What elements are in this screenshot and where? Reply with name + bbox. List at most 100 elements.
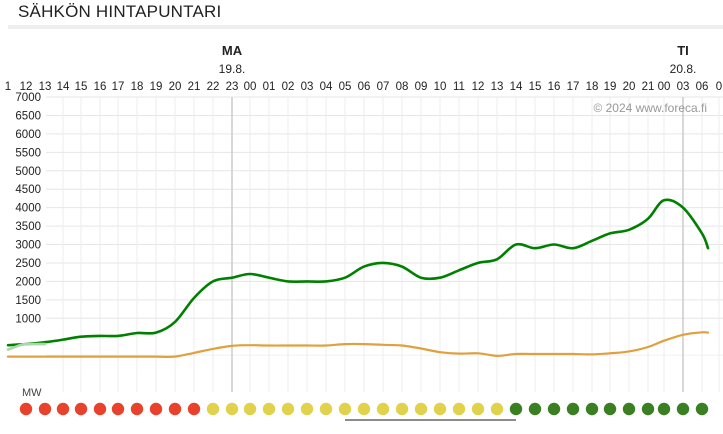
x-tick-label: 09 xyxy=(415,81,428,93)
x-tick-label: 02 xyxy=(282,81,295,93)
x-tick-label: 12 xyxy=(20,81,33,93)
x-tick-label: 18 xyxy=(131,81,144,93)
price-dot xyxy=(657,402,671,416)
unit-label: MW xyxy=(22,387,42,399)
x-tick-label: 22 xyxy=(207,81,220,93)
price-dot xyxy=(603,402,617,416)
x-tick-label: 16 xyxy=(548,81,561,93)
y-tick-label: 6500 xyxy=(15,110,41,122)
price-dot xyxy=(300,402,314,416)
price-dot xyxy=(338,402,352,416)
price-dot xyxy=(38,402,52,416)
x-tick-label: 08 xyxy=(396,81,409,93)
x-tick-label: 17 xyxy=(112,81,125,93)
price-dot xyxy=(130,402,144,416)
header-divider xyxy=(8,25,723,29)
y-tick-label: 5000 xyxy=(15,166,41,178)
y-tick-label: 2000 xyxy=(15,276,41,288)
page-title: SÄHKÖN HINTAPUNTARI xyxy=(18,2,222,21)
x-tick-label: 13 xyxy=(491,81,504,93)
price-dot xyxy=(74,402,88,416)
x-tick-label: 06 xyxy=(696,81,709,93)
y-tick-label: 7000 xyxy=(15,92,41,104)
x-tick-label: 15 xyxy=(75,81,88,93)
y-tick-label: 1500 xyxy=(15,295,41,307)
x-tick-label: 0 xyxy=(716,81,722,93)
date-label: 20.8. xyxy=(670,62,697,76)
light-green-series-line xyxy=(6,342,47,351)
price-dot xyxy=(676,402,690,416)
price-dot xyxy=(376,402,390,416)
y-tick-label: 4000 xyxy=(15,203,41,215)
price-dot xyxy=(585,402,599,416)
y-tick-label: 1000 xyxy=(15,313,41,325)
x-tick-label: 06 xyxy=(358,81,371,93)
x-tick-label: 10 xyxy=(434,81,447,93)
price-dot xyxy=(281,402,295,416)
copyright-text: © 2024 www.foreca.fi xyxy=(593,101,707,115)
price-dot xyxy=(262,402,276,416)
price-dot xyxy=(149,402,163,416)
x-tick-label: 03 xyxy=(301,81,314,93)
orange-series-line xyxy=(6,331,710,358)
price-dot xyxy=(243,402,257,416)
price-dot xyxy=(622,402,636,416)
x-tick-label: 14 xyxy=(57,81,70,93)
y-tick-label: 6000 xyxy=(15,129,41,141)
x-tick-label: 18 xyxy=(586,81,599,93)
price-dot xyxy=(56,402,70,416)
price-dot xyxy=(357,402,371,416)
y-tick-label: 2500 xyxy=(15,258,41,270)
x-tick-label: 00 xyxy=(244,81,257,93)
price-dot xyxy=(187,402,201,416)
price-dot xyxy=(206,402,220,416)
price-dot xyxy=(225,402,239,416)
x-tick-label: 13 xyxy=(39,81,52,93)
x-tick-label: 12 xyxy=(472,81,485,93)
day-label: TI xyxy=(677,43,689,58)
y-tick-label: 4500 xyxy=(15,184,41,196)
y-tick-label: 3500 xyxy=(15,221,41,233)
x-tick-label: 00 xyxy=(658,81,671,93)
price-dot xyxy=(490,402,504,416)
price-dots xyxy=(19,402,709,421)
y-tick-label: 5500 xyxy=(15,147,41,159)
x-tick-label: 14 xyxy=(510,81,523,93)
x-tick-label: 17 xyxy=(567,81,580,93)
y-tick-label: 3000 xyxy=(15,240,41,252)
price-dot xyxy=(111,402,125,416)
price-dot xyxy=(93,402,107,416)
x-tick-label: 21 xyxy=(188,81,201,93)
grid xyxy=(46,96,723,392)
price-dot xyxy=(319,402,333,416)
price-dot xyxy=(433,402,447,416)
x-tick-label: 20 xyxy=(623,81,636,93)
x-tick-label: 07 xyxy=(377,81,390,93)
x-tick-label: 11 xyxy=(453,81,465,93)
x-tick-label: 05 xyxy=(339,81,352,93)
green-series-line xyxy=(6,198,710,347)
x-tick-label: 04 xyxy=(320,81,333,93)
price-dot xyxy=(414,402,428,416)
price-dot xyxy=(528,402,542,416)
x-tick-label: 23 xyxy=(226,81,239,93)
x-tick-label: 16 xyxy=(94,81,107,93)
x-tick-label: 21 xyxy=(642,81,655,93)
x-tick-label: 20 xyxy=(169,81,182,93)
date-label: 19.8. xyxy=(219,62,246,76)
x-tick-label: 19 xyxy=(604,81,617,93)
x-tick-label: 1 xyxy=(5,81,11,93)
x-tick-label: 03 xyxy=(677,81,690,93)
price-dot xyxy=(471,402,485,416)
price-dot xyxy=(547,402,561,416)
x-tick-label: 19 xyxy=(150,81,163,93)
x-tick-label: 01 xyxy=(263,81,276,93)
price-dot xyxy=(695,402,709,416)
price-dot xyxy=(19,402,33,416)
x-tick-label: 15 xyxy=(529,81,542,93)
price-dot xyxy=(168,402,182,416)
price-dot xyxy=(509,402,523,416)
series xyxy=(6,198,710,358)
day-label: MA xyxy=(222,43,243,58)
